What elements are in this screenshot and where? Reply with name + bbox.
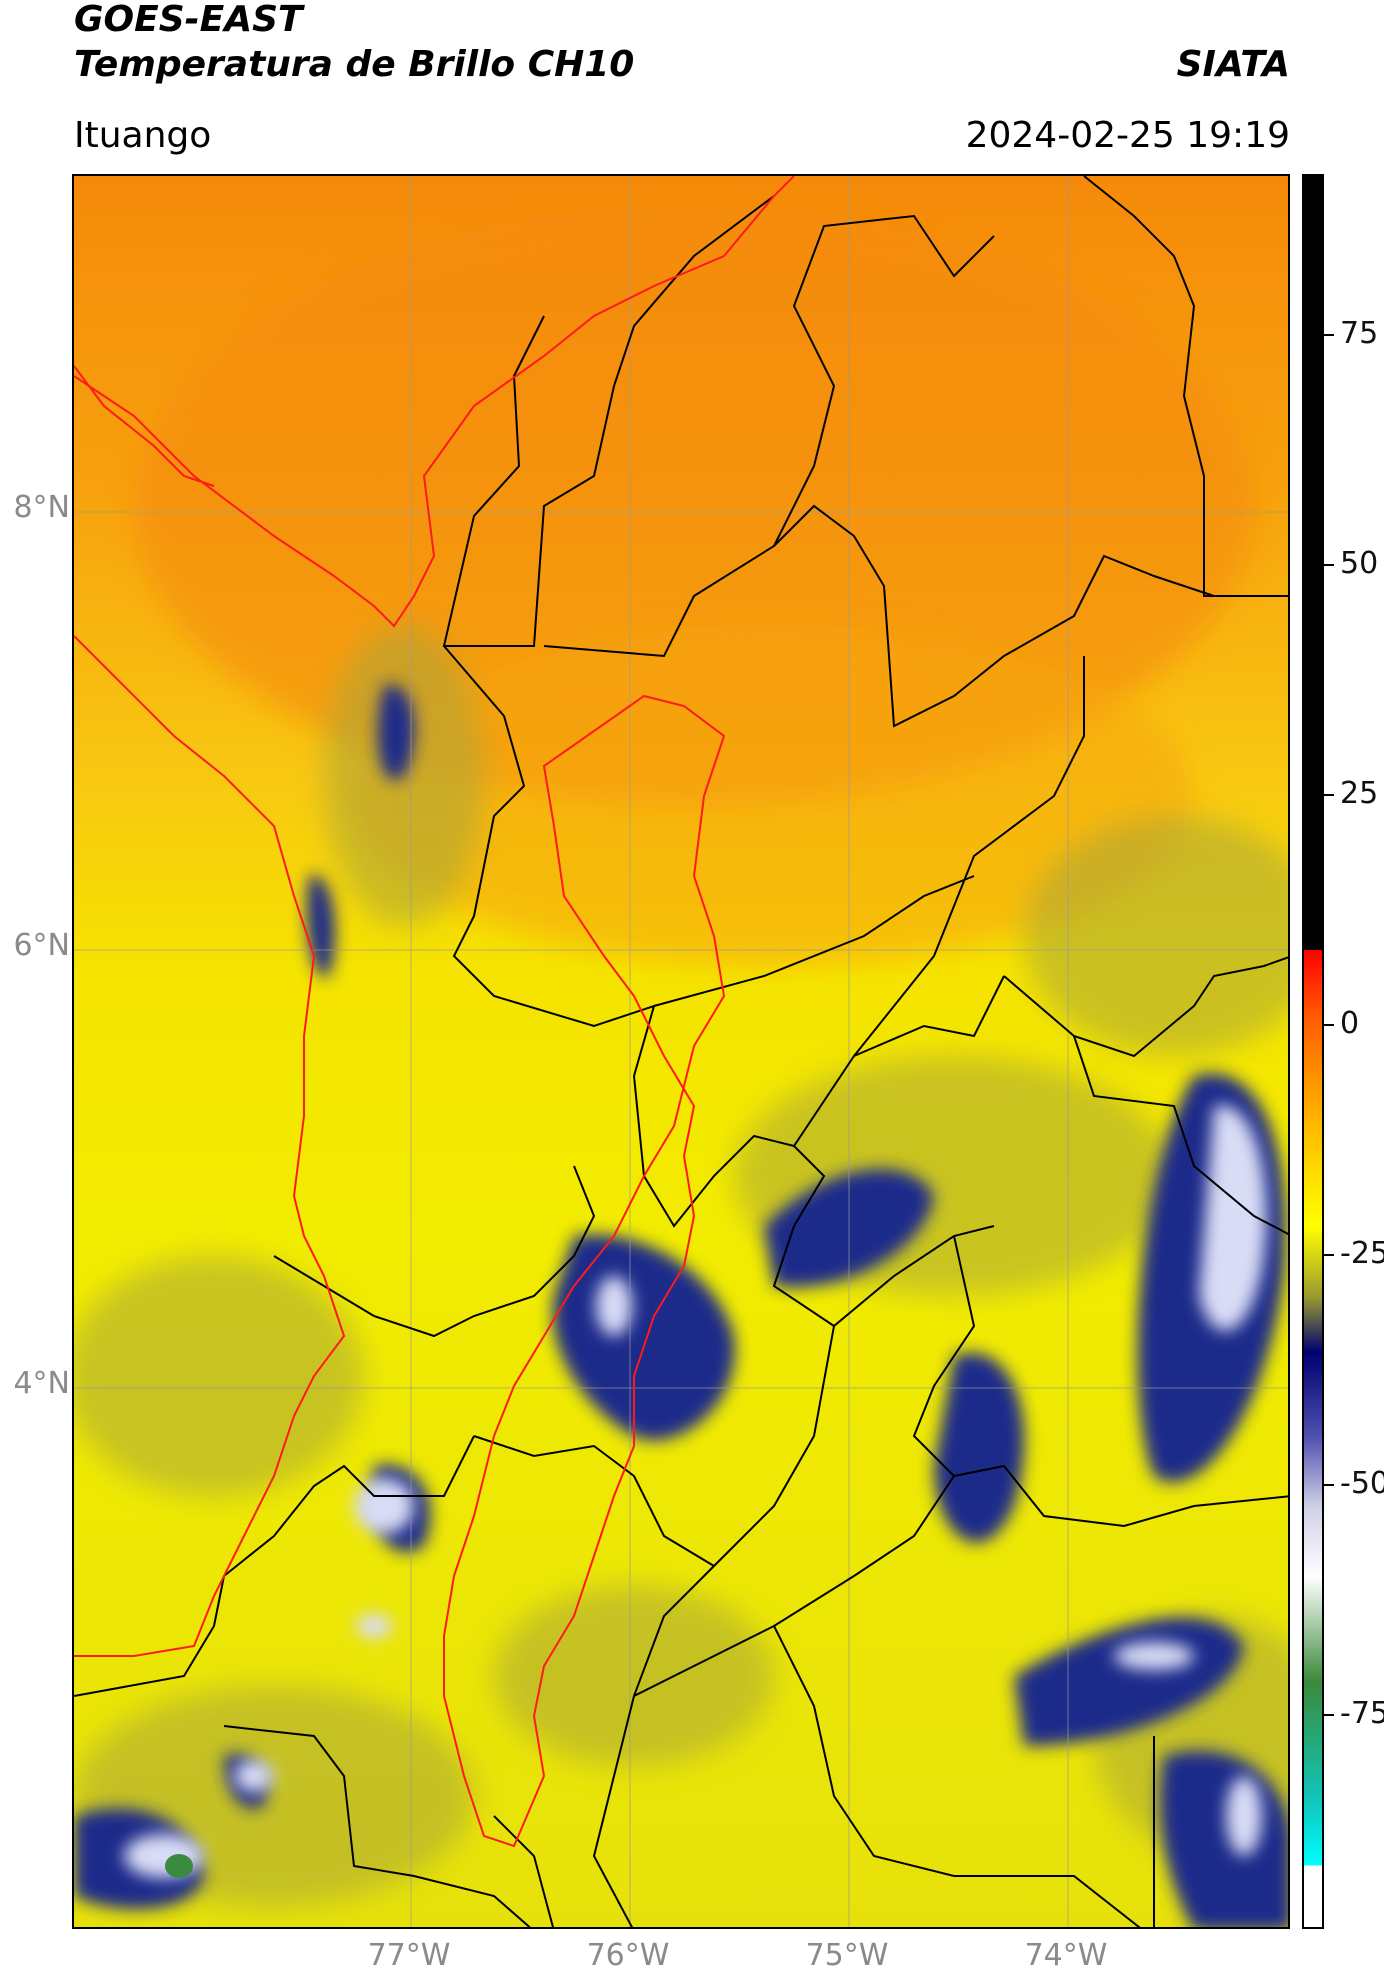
colorbar-tick xyxy=(1324,794,1334,796)
colorbar-tick xyxy=(1324,1024,1334,1026)
colorbar-label-75: 75 xyxy=(1340,316,1379,351)
colorbar-tick xyxy=(1324,1484,1334,1486)
coldest-core xyxy=(165,1854,193,1878)
lat-label-4n: 4°N xyxy=(13,1366,70,1401)
basin-outline xyxy=(443,694,726,1848)
colorbar xyxy=(1302,174,1324,1929)
colorbar-label-0: 0 xyxy=(1340,1006,1360,1041)
brand-label: SIATA xyxy=(1176,44,1290,85)
satellite-map-image xyxy=(74,176,1288,1927)
lat-label-8n: 8°N xyxy=(13,490,70,525)
coastline xyxy=(74,176,795,1657)
department-borders xyxy=(74,176,1288,1927)
lon-label-76w: 76°W xyxy=(586,1938,670,1973)
lon-label-74w: 74°W xyxy=(1024,1938,1108,1973)
graticule xyxy=(74,176,1288,1927)
colorbar-label-minus75: -75 xyxy=(1340,1696,1384,1731)
colorbar-label-minus25: -25 xyxy=(1340,1236,1384,1271)
title-line-1: GOES-EAST xyxy=(74,0,303,40)
lat-label-6n: 6°N xyxy=(13,928,70,963)
colorbar-tick xyxy=(1324,1714,1334,1716)
lon-label-77w: 77°W xyxy=(367,1938,451,1973)
satellite-map[interactable] xyxy=(72,174,1290,1929)
region-label: Ituango xyxy=(74,115,212,156)
lon-label-75w: 75°W xyxy=(805,1938,889,1973)
colorbar-tick xyxy=(1324,564,1334,566)
timestamp-label: 2024-02-25 19:19 xyxy=(965,115,1290,156)
colorbar-label-50: 50 xyxy=(1340,546,1379,581)
title-line-2: Temperatura de Brillo CH10 xyxy=(74,44,635,85)
colorbar-label-25: 25 xyxy=(1340,776,1379,811)
colorbar-tick xyxy=(1324,1254,1334,1256)
colorbar-label-minus50: -50 xyxy=(1340,1466,1384,1501)
colorbar-tick xyxy=(1324,334,1334,336)
